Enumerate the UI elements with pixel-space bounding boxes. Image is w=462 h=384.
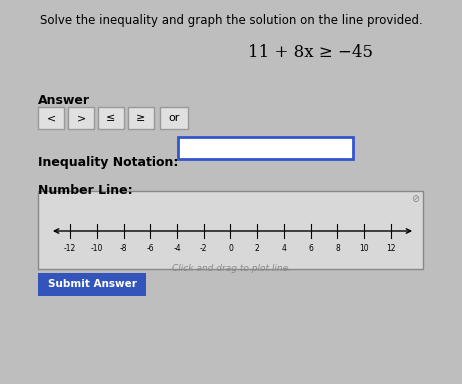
Text: 11 + 8x ≥ −45: 11 + 8x ≥ −45 [248, 44, 372, 61]
Text: ≥: ≥ [136, 113, 146, 123]
Text: ⊘: ⊘ [411, 194, 419, 204]
Text: Answer: Answer [38, 94, 90, 107]
Text: Number Line:: Number Line: [38, 184, 133, 197]
Text: ≤: ≤ [106, 113, 116, 123]
FancyBboxPatch shape [38, 273, 146, 296]
Text: 12: 12 [386, 245, 395, 253]
Text: 2: 2 [255, 245, 260, 253]
Text: Submit Answer: Submit Answer [48, 279, 136, 289]
FancyBboxPatch shape [160, 107, 188, 129]
FancyBboxPatch shape [38, 107, 64, 129]
Text: -8: -8 [120, 245, 128, 253]
Text: Click and drag to plot line.: Click and drag to plot line. [171, 264, 291, 273]
Text: -10: -10 [91, 245, 103, 253]
Text: <: < [46, 113, 55, 123]
Text: 10: 10 [359, 245, 369, 253]
FancyBboxPatch shape [128, 107, 154, 129]
FancyBboxPatch shape [68, 107, 94, 129]
FancyBboxPatch shape [178, 137, 353, 159]
Text: -6: -6 [146, 245, 154, 253]
Text: 8: 8 [335, 245, 340, 253]
Text: -4: -4 [173, 245, 181, 253]
Text: -12: -12 [64, 245, 76, 253]
Text: Inequality Notation:: Inequality Notation: [38, 156, 178, 169]
Text: or: or [168, 113, 180, 123]
Text: >: > [76, 113, 85, 123]
Text: 4: 4 [281, 245, 286, 253]
Text: -2: -2 [200, 245, 207, 253]
Text: 6: 6 [308, 245, 313, 253]
Text: 0: 0 [228, 245, 233, 253]
FancyBboxPatch shape [98, 107, 124, 129]
Text: Solve the inequality and graph the solution on the line provided.: Solve the inequality and graph the solut… [40, 14, 422, 27]
FancyBboxPatch shape [38, 191, 423, 269]
